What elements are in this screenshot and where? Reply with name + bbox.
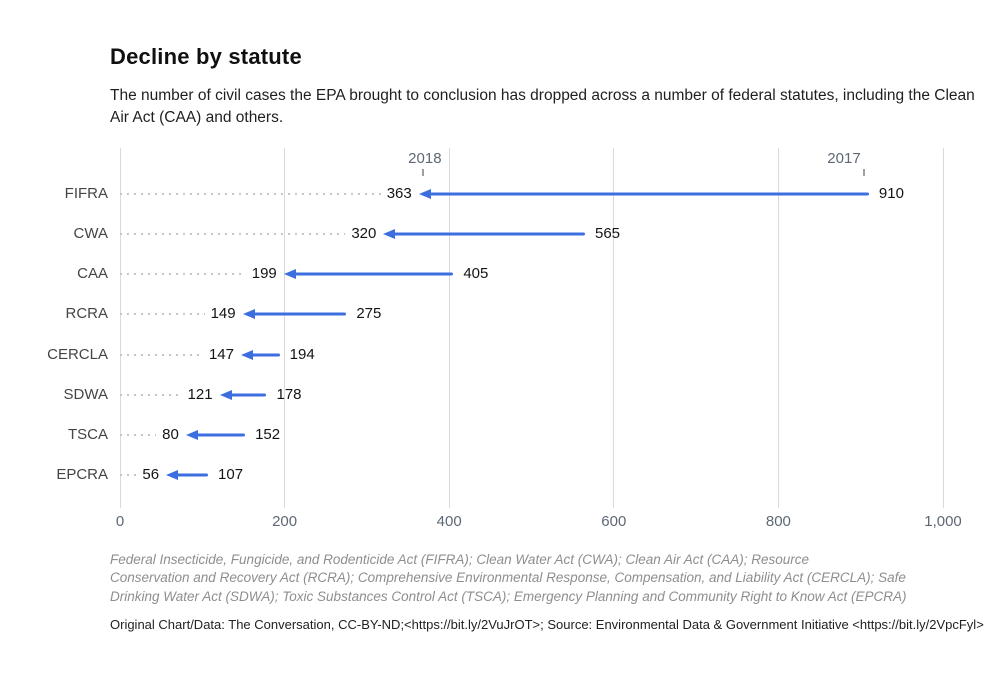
leader-dots [120,193,381,195]
x-axis-tick-label: 400 [436,513,462,530]
arrow-head-icon [283,269,296,280]
arrow-head-icon [418,189,431,199]
leader-dots [120,233,346,236]
value-label-2018: 121 [187,385,213,403]
arrow-line [392,232,585,236]
category-label: RCRA [65,305,108,323]
gridline [284,148,286,508]
category-label: CWA [73,225,108,243]
value-label-2017: 565 [594,224,621,242]
gridline [613,148,615,508]
arrow-head-icon [166,470,179,481]
value-label-2017: 405 [463,265,489,283]
gridline [942,148,944,508]
category-label: CAA [77,265,108,283]
arrow-head-icon [242,309,255,320]
category-label: TSCA [67,426,108,444]
x-axis-tick-label: 1,000 [924,513,962,530]
chart-subtitle: The number of civil cases the EPA brough… [110,87,975,126]
footnote-line: Drinking Water Act (SDWA); Toxic Substan… [110,588,907,604]
gridline [119,148,121,508]
leader-dots [120,353,203,356]
category-label: SDWA [63,385,108,403]
value-label-2018: 56 [142,465,160,483]
year-annotation: 2017 [827,150,861,167]
value-label-2017: 275 [356,305,382,323]
arrow-line [292,272,454,276]
year-annotation: 2018 [408,150,442,167]
arrow-head-icon [219,389,232,400]
arrow-line [228,393,267,397]
arrow-line [427,192,869,196]
value-label-2018: 80 [162,425,179,443]
x-axis-tick-label: 200 [272,513,298,530]
arrow-head-icon [383,229,396,240]
x-axis-tick-label: 600 [601,513,627,530]
gridline [448,148,450,508]
value-label-2017: 910 [878,184,904,202]
category-label: CERCLA [47,345,108,363]
value-label-2018: 199 [251,265,277,283]
value-label-2018: 320 [351,224,377,242]
chart-title: Decline by statute [110,44,302,69]
year-annotation-tick-icon [862,169,865,176]
source-line: Original Chart/Data: The Conversation, C… [110,617,984,632]
arrow-line [175,473,209,477]
leader-dots [120,393,182,396]
leader-dots [120,313,205,316]
leader-dots [120,433,156,436]
footnote: Federal Insecticide, Fungicide, and Rode… [110,551,1000,606]
value-label-2017: 107 [218,465,244,483]
value-label-2017: 178 [276,385,302,403]
x-axis-tick-label: 0 [115,513,125,530]
value-label-2018: 149 [210,305,236,323]
value-label-2017: 194 [289,345,315,363]
value-label-2018: 147 [208,345,234,363]
footnote-line: Federal Insecticide, Fungicide, and Rode… [110,552,810,567]
year-annotation-tick-icon [421,169,424,176]
category-label: FIFRA [64,185,108,203]
arrow-line [249,353,280,357]
gridline [777,148,779,508]
value-label-2018: 363 [386,184,412,202]
arrow-head-icon [240,349,253,360]
arrow-head-icon [185,429,198,440]
arrow-line [194,433,246,437]
footnote-line: Conservation and Recovery Act (RCRA); Co… [110,570,906,586]
category-label: EPCRA [56,466,108,484]
leader-dots [120,474,137,477]
x-axis-tick-label: 800 [765,513,791,530]
value-label-2017: 152 [255,425,281,443]
arrow-line [251,312,347,316]
leader-dots [120,273,246,276]
